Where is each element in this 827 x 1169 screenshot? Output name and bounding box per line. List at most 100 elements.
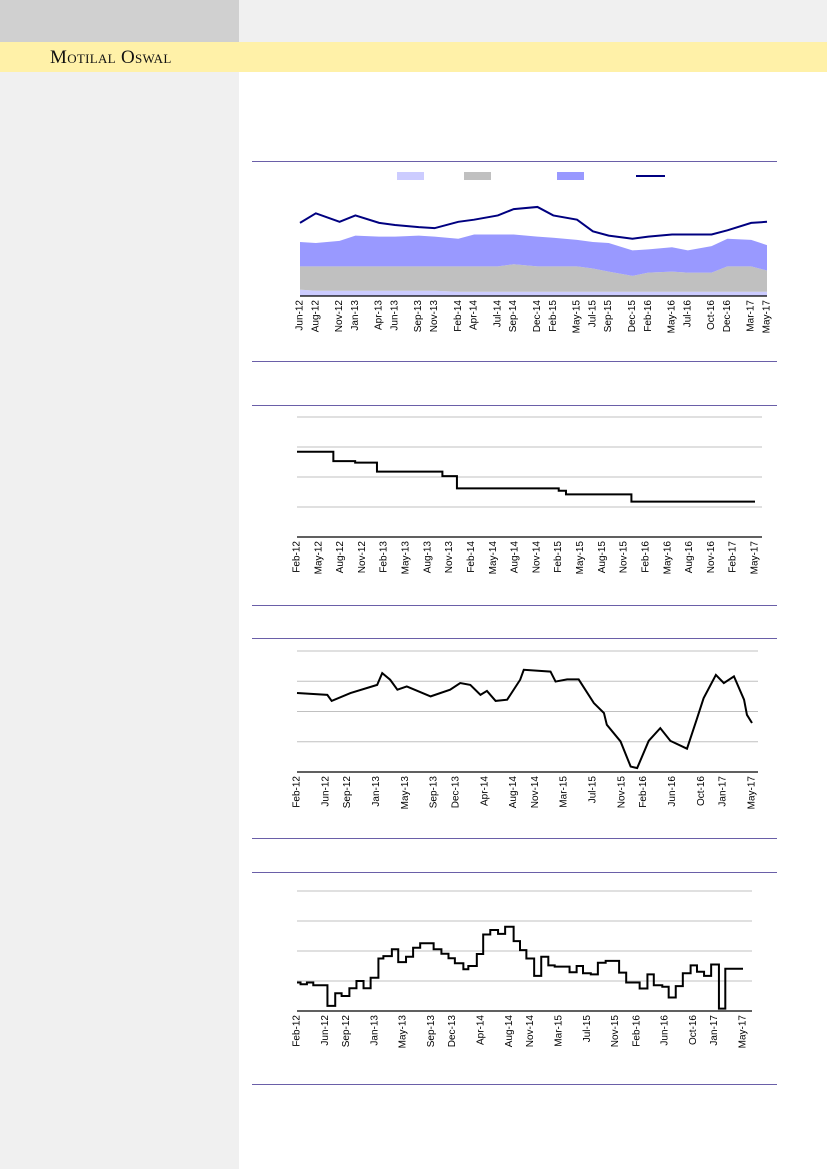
x-tick-label: Jan-17 — [718, 776, 729, 807]
x-tick-label: Jul-15 — [587, 300, 598, 328]
x-tick-label: Feb-12 — [292, 776, 303, 808]
x-tick-label: Sep-12 — [341, 1015, 352, 1048]
x-tick-label: May-17 — [750, 541, 761, 575]
x-tick-label: May-12 — [313, 541, 324, 575]
divider — [252, 838, 777, 839]
x-tick-label: Jun-16 — [660, 1015, 671, 1046]
x-tick-label: Jan-13 — [350, 300, 361, 331]
x-tick-label: Aug-14 — [508, 776, 519, 809]
x-tick-label: Nov-15 — [619, 541, 630, 574]
divider — [252, 638, 777, 639]
x-tick-label: Nov-14 — [531, 541, 542, 574]
x-tick-label: Nov-13 — [429, 300, 440, 333]
x-tick-label: May-17 — [738, 1015, 749, 1049]
x-tick-label: May-17 — [762, 300, 773, 334]
x-tick-label: Mar-15 — [559, 776, 570, 808]
divider — [252, 161, 777, 162]
divider — [252, 605, 777, 606]
x-tick-label: Dec-14 — [532, 300, 543, 333]
x-tick-label: Sep-13 — [426, 1015, 437, 1048]
x-tick-label: Feb-16 — [640, 541, 651, 573]
x-tick-label: Feb-13 — [379, 541, 390, 573]
x-tick-label: Feb-16 — [638, 776, 649, 808]
header-right-block — [239, 0, 827, 42]
x-tick-label: Sep-12 — [342, 776, 353, 809]
x-tick-label: Oct-16 — [706, 300, 717, 330]
x-tick-label: Jan-17 — [709, 1015, 720, 1046]
x-tick-label: May-13 — [400, 776, 411, 810]
x-tick-label: May-16 — [662, 541, 673, 575]
x-tick-label: Nov-15 — [610, 1015, 621, 1048]
line-series-1 — [297, 925, 743, 1010]
x-tick-label: May-14 — [488, 541, 499, 575]
x-tick-label: Aug-13 — [422, 541, 433, 574]
x-tick-label: Sep-13 — [413, 300, 424, 333]
x-tick-label: Apr-14 — [476, 1015, 487, 1045]
line-series-4 — [299, 205, 768, 240]
x-tick-label: Nov-14 — [530, 776, 541, 809]
area-series-3 — [300, 234, 767, 276]
x-tick-label: Jun-13 — [389, 300, 400, 331]
x-tick-label: Aug-14 — [504, 1015, 515, 1048]
x-tick-label: Aug-12 — [335, 541, 346, 574]
x-tick-label: Nov-12 — [357, 541, 368, 574]
x-tick-label: Oct-16 — [688, 1015, 699, 1045]
x-tick-label: Dec-13 — [450, 776, 461, 809]
x-tick-label: Nov-13 — [444, 541, 455, 574]
x-tick-label: Apr-14 — [479, 776, 490, 806]
x-tick-label: Sep-13 — [429, 776, 440, 809]
divider — [252, 405, 777, 406]
x-tick-label: Nov-15 — [617, 776, 628, 809]
header-left-block — [0, 0, 239, 42]
x-tick-label: Jun-16 — [667, 776, 678, 807]
x-tick-label: May-13 — [401, 541, 412, 575]
legend-swatch — [557, 172, 584, 180]
x-tick-label: Apr-13 — [374, 300, 385, 330]
x-tick-label: Feb-16 — [631, 1015, 642, 1047]
line-series-1 — [297, 450, 755, 503]
x-tick-label: Mar-17 — [746, 300, 757, 332]
divider — [252, 1084, 777, 1085]
x-tick-label: Sep-14 — [508, 300, 519, 333]
x-tick-label: May-15 — [575, 541, 586, 575]
x-tick-label: Jan-13 — [369, 1015, 380, 1046]
x-tick-label: Sep-15 — [603, 300, 614, 333]
x-tick-label: May-17 — [747, 776, 758, 810]
legend-swatch — [464, 172, 491, 180]
x-tick-label: Aug-16 — [684, 541, 695, 574]
x-tick-label: Feb-15 — [548, 300, 559, 332]
x-tick-label: Aug-14 — [510, 541, 521, 574]
area-series-2 — [300, 264, 767, 292]
x-tick-label: Jan-13 — [371, 776, 382, 807]
x-tick-label: Jun-12 — [320, 1015, 331, 1046]
x-tick-label: Apr-14 — [469, 300, 480, 330]
x-tick-label: Jul-16 — [682, 300, 693, 328]
x-tick-label: Nov-16 — [706, 541, 717, 574]
x-tick-label: May-15 — [572, 300, 583, 334]
x-tick-label: Dec-13 — [447, 1015, 458, 1048]
x-tick-label: Jun-12 — [320, 776, 331, 807]
x-tick-label: May-16 — [667, 300, 678, 334]
x-tick-label: Feb-14 — [453, 300, 464, 332]
x-tick-label: Jul-15 — [582, 1015, 593, 1043]
x-tick-label: Aug-15 — [597, 541, 608, 574]
brand-band — [0, 42, 827, 72]
brand-logo: Motilal Oswal — [50, 47, 172, 68]
left-sidebar — [0, 72, 239, 1169]
x-tick-label: Feb-16 — [643, 300, 654, 332]
x-tick-label: Feb-15 — [553, 541, 564, 573]
x-tick-label: Nov-14 — [525, 1015, 536, 1048]
x-tick-label: Mar-15 — [553, 1015, 564, 1047]
x-tick-label: Feb-12 — [292, 1015, 303, 1047]
line-series-1 — [296, 668, 753, 770]
x-tick-label: Dec-16 — [722, 300, 733, 333]
x-tick-label: Jul-14 — [492, 300, 503, 328]
x-tick-label: Dec-15 — [627, 300, 638, 333]
x-tick-label: Jul-15 — [588, 776, 599, 804]
x-tick-label: Feb-12 — [292, 541, 303, 573]
legend-swatch — [397, 172, 424, 180]
x-tick-label: May-13 — [398, 1015, 409, 1049]
